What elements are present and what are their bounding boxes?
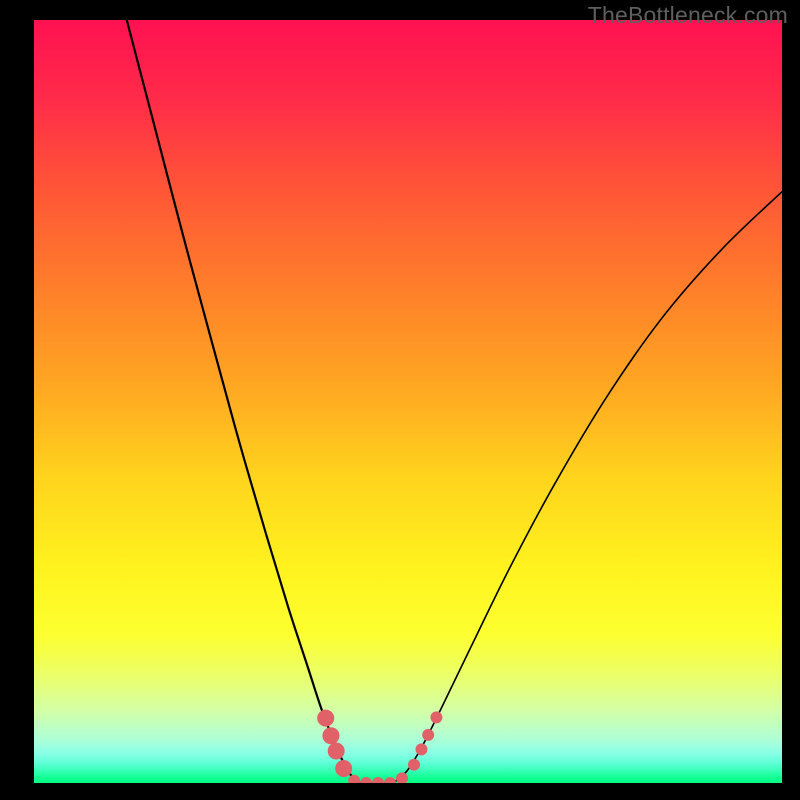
- curve-marker: [318, 710, 334, 726]
- chart-stage: TheBottleneck.com: [0, 0, 800, 800]
- curve-marker: [361, 778, 372, 784]
- curve-marker: [416, 744, 427, 755]
- curve-marker: [373, 778, 384, 784]
- bottleneck-curve: [34, 20, 782, 783]
- plot-area: [34, 20, 782, 783]
- curve-marker: [336, 761, 352, 777]
- curve-marker: [349, 775, 360, 783]
- curve-marker: [323, 728, 339, 744]
- curve-marker: [408, 759, 419, 770]
- curve-marker: [423, 729, 434, 740]
- curve-marker: [385, 778, 396, 784]
- curve-marker: [397, 773, 408, 783]
- curve-marker: [328, 743, 344, 759]
- curve-marker: [431, 712, 442, 723]
- watermark-text: TheBottleneck.com: [588, 2, 788, 29]
